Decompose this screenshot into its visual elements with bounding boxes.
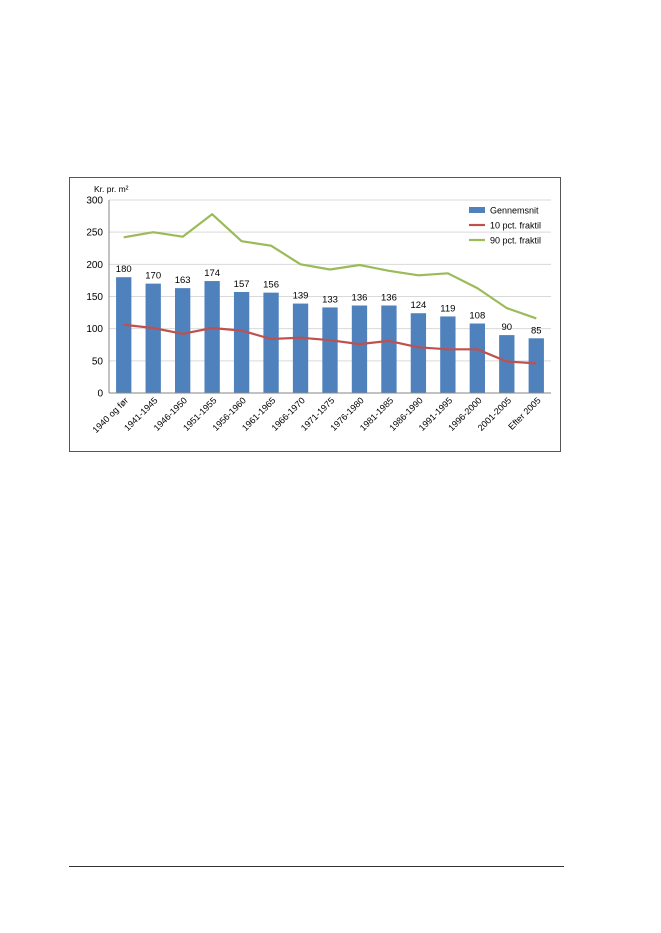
- bar: [469, 323, 485, 393]
- bar-data-label: 136: [352, 293, 368, 304]
- bar: [499, 335, 515, 393]
- bar-data-label: 163: [175, 275, 191, 286]
- bar-data-label: 108: [469, 311, 485, 322]
- bar-data-label: 180: [116, 264, 132, 275]
- legend-label: 90 pct. fraktil: [490, 236, 541, 246]
- y-tick-label: 250: [86, 228, 103, 239]
- legend-label: Gennemsnit: [490, 206, 539, 216]
- combo-chart: 180 170 163 174 157 156 139 133 136 136 124 119 108 9…: [86, 184, 551, 435]
- bar-data-label: 157: [234, 279, 250, 290]
- chart-frame: 180 170 163 174 157 156 139 133 136 136 124 119 108 9…: [69, 177, 561, 452]
- legend-swatch: [469, 207, 485, 213]
- bar-data-label: 136: [381, 293, 397, 304]
- bar: [204, 281, 220, 393]
- x-tick-label: Efter 2005: [506, 395, 542, 431]
- bar: [263, 292, 279, 393]
- bar: [233, 291, 250, 393]
- bar-data-label: 139: [293, 291, 309, 302]
- footer-rule: [69, 866, 564, 867]
- bar: [528, 338, 544, 393]
- bar: [292, 303, 309, 393]
- series-line-10-pct-fraktil: [123, 323, 537, 365]
- bar: [410, 313, 427, 393]
- bar-data-label: 156: [263, 280, 279, 291]
- bar-data-label: 90: [502, 322, 513, 333]
- y-tick-label: 200: [86, 260, 103, 271]
- bar: [381, 305, 397, 393]
- bar-data-label: 119: [440, 303, 455, 314]
- bar: [175, 288, 191, 393]
- legend-label: 10 pct. fraktil: [490, 221, 541, 231]
- series-line-90-pct-fraktil: [123, 213, 537, 320]
- y-tick-label: 0: [97, 389, 103, 400]
- y-tick-label: 100: [86, 324, 103, 335]
- bar-data-label: 124: [410, 300, 426, 311]
- y-axis-title: Kr. pr. m²: [94, 184, 129, 194]
- bar: [322, 307, 338, 393]
- bar: [145, 283, 161, 393]
- y-tick-label: 300: [86, 196, 103, 207]
- bar: [440, 316, 456, 393]
- bar: [116, 277, 132, 393]
- bar: [351, 305, 368, 393]
- bar-data-label: 85: [531, 325, 542, 336]
- y-tick-label: 150: [86, 292, 103, 303]
- y-tick-label: 50: [92, 356, 104, 367]
- bar-data-label: 170: [145, 271, 161, 282]
- bar-data-label: 174: [204, 268, 220, 279]
- bar-data-label: 133: [322, 294, 338, 305]
